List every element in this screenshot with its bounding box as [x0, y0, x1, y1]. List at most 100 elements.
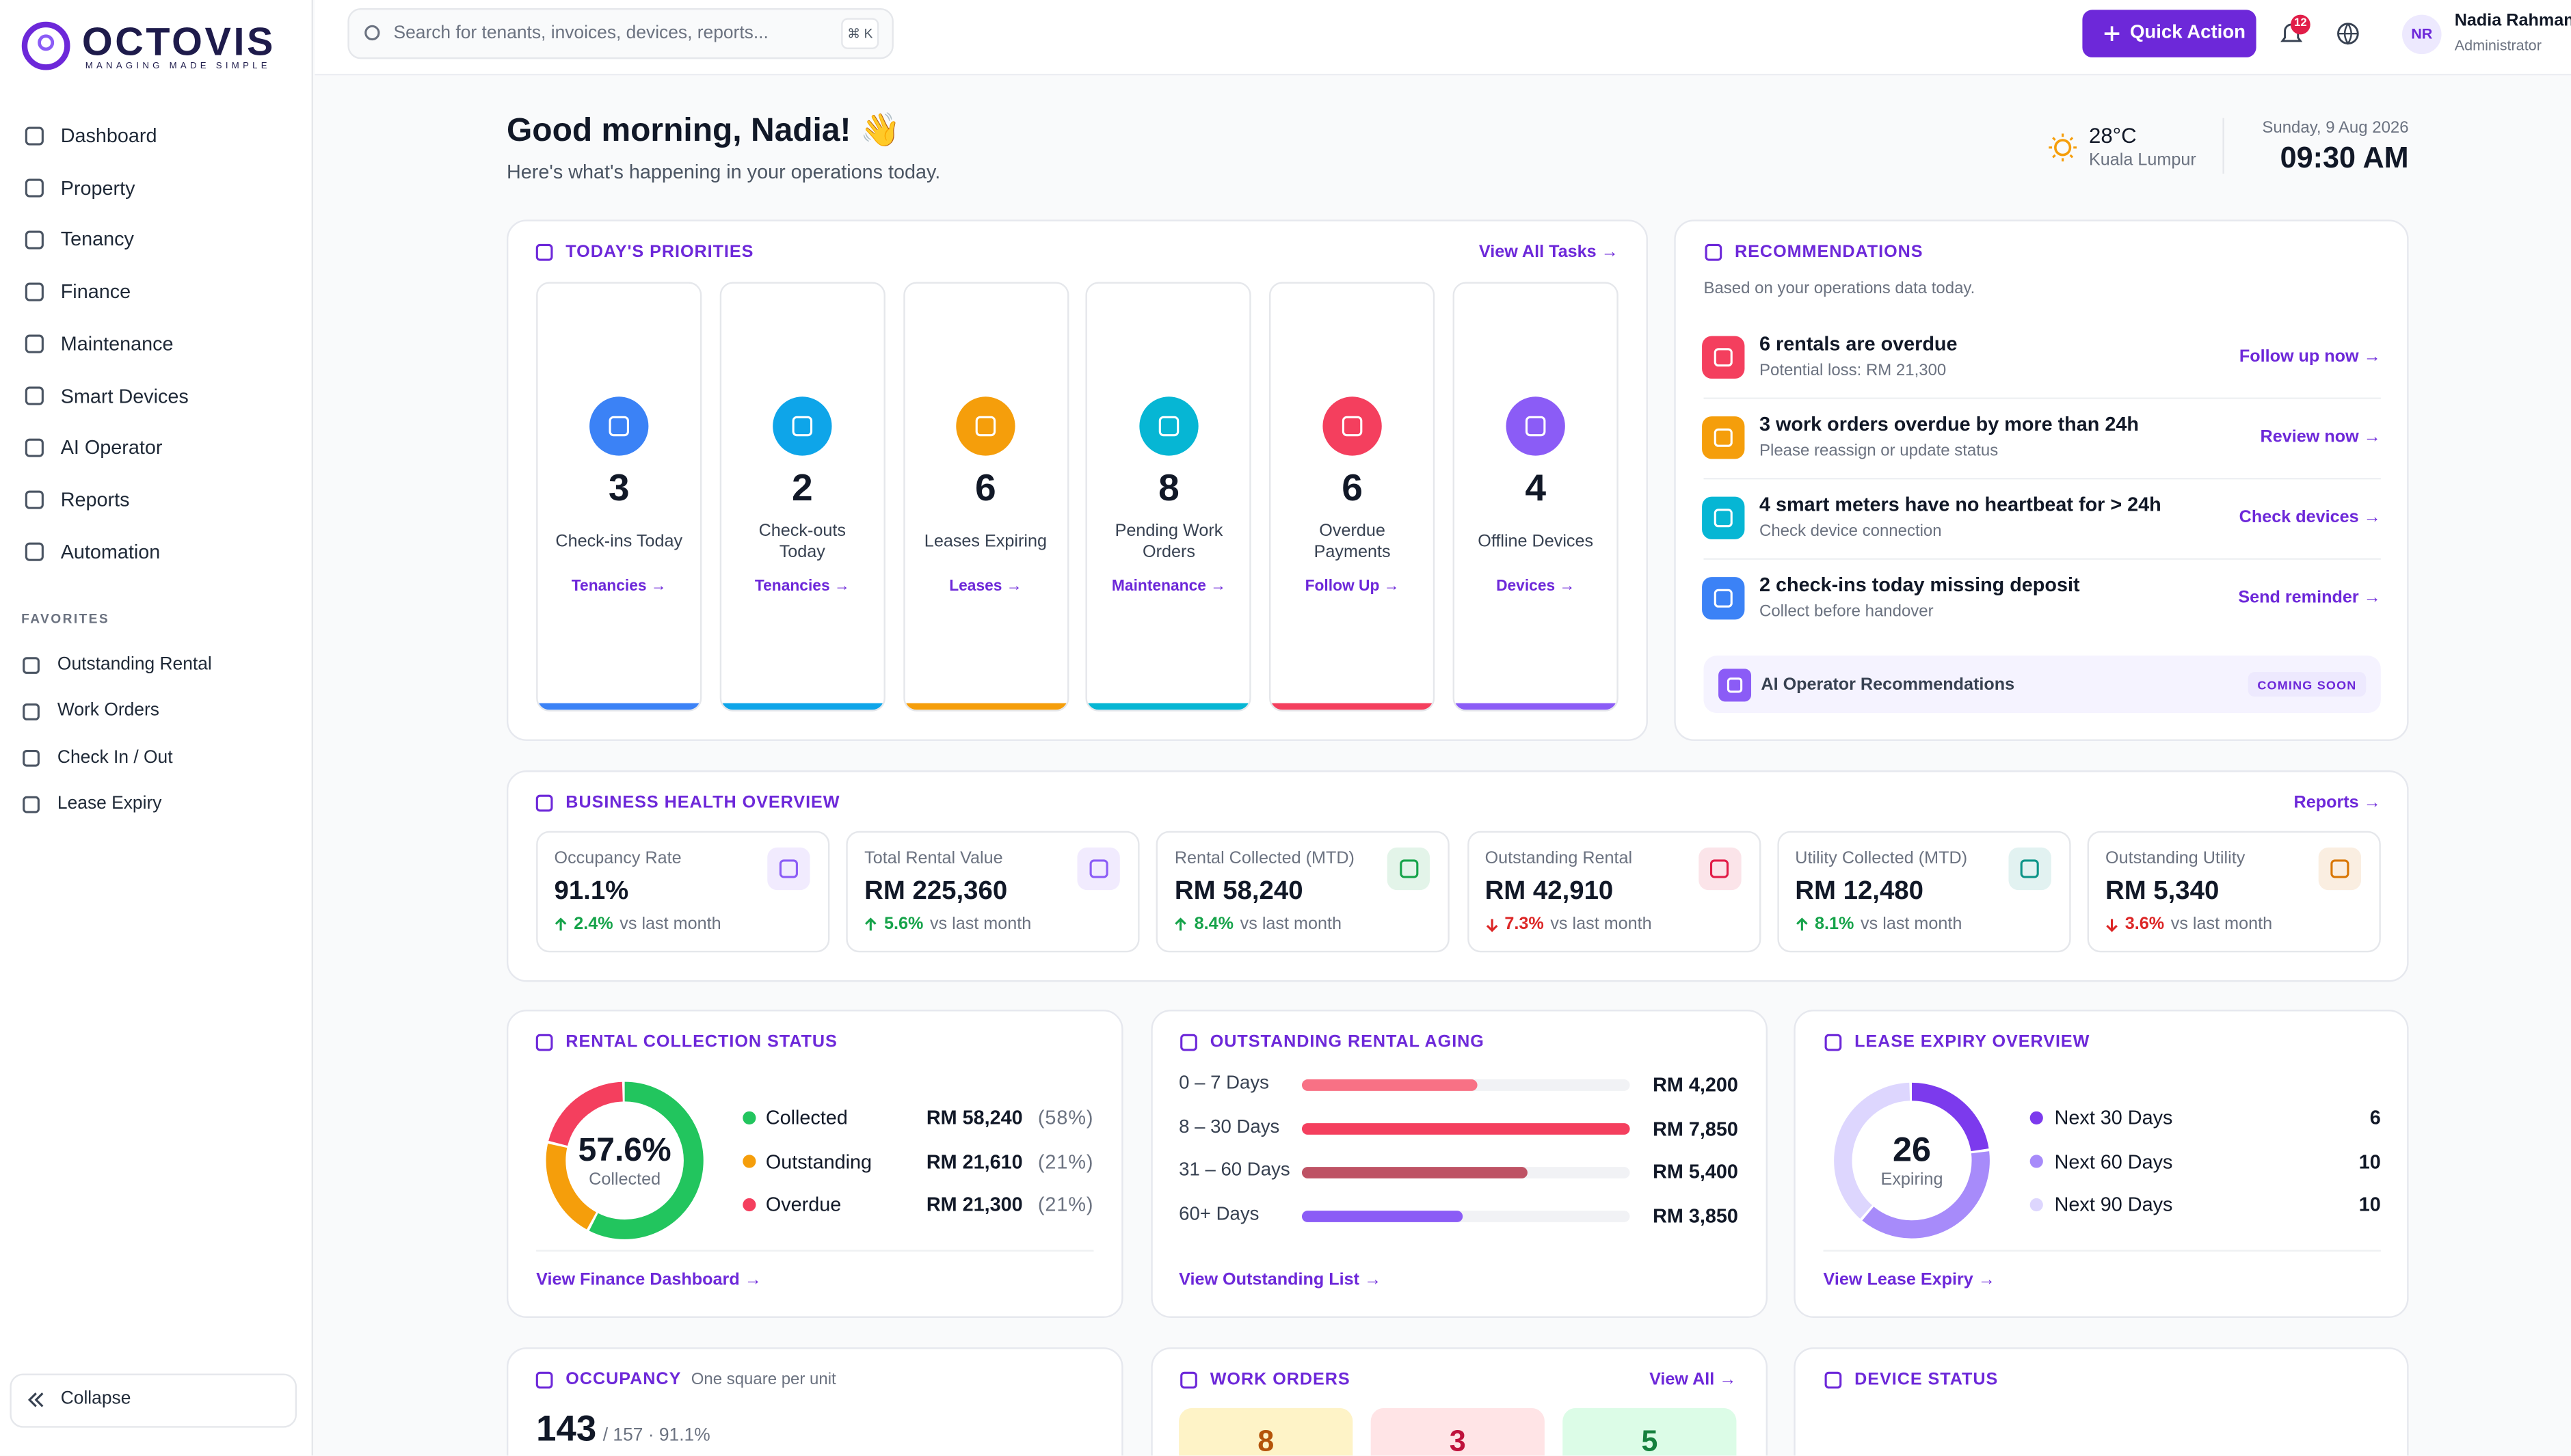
nav-item[interactable]: Reports	[60, 487, 130, 511]
section-title: OCCUPANCY	[565, 1369, 682, 1390]
legend-value: 10	[2358, 1149, 2381, 1173]
priority-link[interactable]: Maintenance →	[1111, 577, 1227, 596]
kpi-icon	[1698, 847, 1741, 891]
priority-link[interactable]: Devices →	[1496, 577, 1575, 596]
link[interactable]: View All Tasks →	[1478, 242, 1618, 262]
priority-tile[interactable]	[1269, 282, 1435, 712]
occupancy-header: OCCUPANCY One square per unit	[565, 1369, 836, 1390]
aging-value: RM 4,200	[1653, 1073, 1738, 1096]
section-title: BUSINESS HEALTH OVERVIEW	[565, 792, 840, 813]
search-box[interactable]	[347, 8, 894, 59]
priority-link[interactable]: Follow Up →	[1305, 577, 1400, 596]
favorite-item[interactable]: Outstanding Rental	[57, 654, 212, 675]
recommendation-detail: Collect before handover	[1759, 603, 1934, 621]
kpi-comparison: vs last month	[1861, 914, 1962, 934]
priority-tile[interactable]	[536, 282, 702, 712]
kpi-icon	[767, 847, 810, 891]
work-order-tile	[1370, 1407, 1545, 1456]
work-order-count: 3	[1449, 1425, 1466, 1456]
trend-arrow	[865, 917, 877, 930]
collapse-label[interactable]: Collapse	[60, 1389, 131, 1409]
priority-link[interactable]: Tenancies →	[754, 577, 850, 596]
recommendation-action[interactable]: Check devices →	[2239, 507, 2381, 528]
link[interactable]: View All →	[1649, 1369, 1737, 1390]
favorite-item[interactable]: Work Orders	[57, 701, 159, 721]
recommendation-action[interactable]: Review now →	[2260, 427, 2381, 447]
nav-item[interactable]: AI Operator	[60, 435, 163, 459]
ai-banner-text: AI Operator Recommendations	[1761, 674, 2015, 694]
tile-accent	[1270, 703, 1434, 710]
priority-label: Check-outs Today	[758, 521, 846, 563]
kpi-comparison: vs last month	[929, 914, 1032, 934]
link[interactable]: View Lease Expiry →	[1823, 1269, 1996, 1290]
nav-item[interactable]: Smart Devices	[60, 383, 189, 407]
priority-count: 3	[608, 466, 630, 509]
work-order-tile	[1179, 1407, 1353, 1456]
brand-tagline: MANAGING MADE SIMPLE	[85, 62, 271, 72]
kpi-trend: 8.1% vs last month	[1795, 914, 1962, 934]
kpi-trend: 3.6% vs last month	[2105, 914, 2272, 934]
nav-item[interactable]: Property	[60, 176, 135, 200]
occupancy-card	[506, 1347, 1123, 1456]
favorite-item[interactable]: Check In / Out	[57, 747, 173, 768]
quick-action[interactable]: Quick Action	[2129, 22, 2246, 42]
tile-accent	[537, 703, 700, 710]
work-order-tile	[1562, 1407, 1737, 1456]
recommendation-detail: Potential loss: RM 21,300	[1759, 362, 1947, 381]
device-status-card	[1794, 1347, 2409, 1456]
recommendation-icon	[1702, 496, 1745, 539]
nav-item[interactable]: Automation	[60, 539, 161, 563]
priority-tile[interactable]	[719, 282, 885, 712]
kpi-change: 5.6%	[883, 914, 924, 934]
collapse-button[interactable]	[10, 1373, 297, 1428]
user-role: Administrator	[2454, 37, 2542, 54]
section-title: LEASE EXPIRY OVERVIEW	[1854, 1032, 2090, 1052]
trend-arrow	[1485, 919, 1497, 932]
kpi-label: Rental Collected (MTD)	[1174, 848, 1355, 869]
priority-tile[interactable]	[903, 282, 1069, 712]
priority-count: 2	[791, 466, 813, 509]
kpi-value: RM 12,480	[1795, 877, 1923, 906]
trend-arrow	[1796, 917, 1808, 930]
donut-center-label: Collected	[589, 1170, 661, 1190]
nav-item[interactable]: Maintenance	[60, 332, 174, 355]
priority-link[interactable]: Leases →	[949, 577, 1022, 596]
priority-link[interactable]: Tenancies →	[571, 577, 667, 596]
avatar-initials[interactable]: NR	[2411, 25, 2433, 42]
kpi-icon	[1387, 847, 1430, 891]
recommendation-title: 4 smart meters have no heartbeat for > 2…	[1759, 493, 2161, 516]
kpi-label: Total Rental Value	[864, 848, 1003, 869]
priority-tile[interactable]	[1086, 282, 1252, 712]
kpi-card	[1156, 831, 1450, 953]
kpi-card	[2087, 831, 2381, 953]
recommendation-detail: Check device connection	[1759, 522, 1942, 541]
kpi-icon	[2318, 847, 2362, 891]
kpi-label: Utility Collected (MTD)	[1795, 848, 1968, 869]
legend-amount: RM 58,240	[926, 1106, 1023, 1129]
notification-count[interactable]: 12	[2293, 18, 2307, 30]
recommendation-action[interactable]: Follow up now →	[2239, 347, 2381, 367]
link[interactable]: View Finance Dashboard →	[536, 1269, 762, 1290]
favorite-item[interactable]: Lease Expiry	[57, 794, 162, 814]
priority-label: Pending Work Orders	[1115, 521, 1223, 563]
search-placeholder[interactable]: Search for tenants, invoices, devices, r…	[393, 23, 769, 43]
donut-center: 57.6%	[578, 1132, 671, 1169]
legend-name: Outstanding	[765, 1149, 872, 1173]
priority-label: Leases Expiring	[924, 531, 1047, 552]
greeting-title: Good morning, Nadia! 👋	[506, 113, 901, 150]
aging-value: RM 3,850	[1653, 1204, 1738, 1228]
brand-name: OCTOVIS	[81, 21, 276, 65]
aging-range: 0 – 7 Days	[1179, 1073, 1269, 1094]
recommendation-action[interactable]: Send reminder →	[2238, 588, 2381, 608]
nav-item[interactable]: Dashboard	[60, 124, 157, 148]
priority-tile[interactable]	[1452, 282, 1618, 712]
link[interactable]: Reports →	[2293, 792, 2381, 813]
nav-item[interactable]: Finance	[60, 280, 131, 304]
kpi-trend: 8.4% vs last month	[1175, 914, 1342, 934]
nav-item[interactable]: Tenancy	[60, 228, 134, 252]
link[interactable]: View Outstanding List →	[1179, 1269, 1382, 1290]
occupancy-summary: / 157 · 91.1%	[602, 1425, 710, 1446]
kpi-trend: 5.6% vs last month	[864, 914, 1031, 934]
